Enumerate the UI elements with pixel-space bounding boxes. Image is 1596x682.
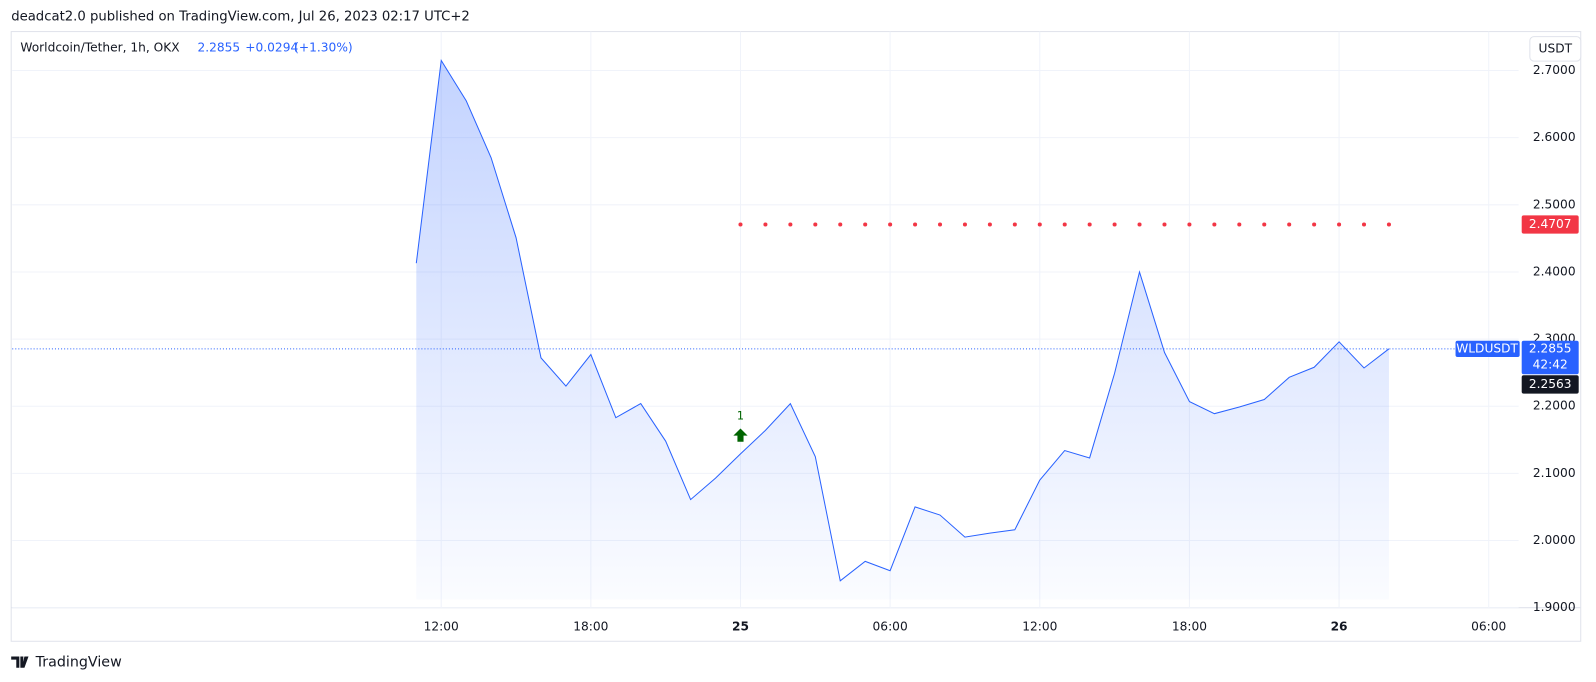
x-tick-label: 12:00 [1022, 620, 1057, 634]
footer-brand: TradingView [35, 655, 122, 671]
level-dot [987, 222, 992, 227]
level-dot [1112, 222, 1117, 227]
x-tick-label: 06:00 [873, 620, 908, 634]
level-dot [813, 222, 818, 227]
footer-logo: TradingView [11, 655, 122, 671]
signal-label: 1 [737, 409, 744, 422]
level-dot [1087, 222, 1092, 227]
level-tag [1521, 215, 1579, 234]
level-dot [1262, 222, 1267, 227]
price-tag [1521, 340, 1579, 375]
level-dot [1386, 222, 1391, 227]
publish-header: deadcat2.0 published on TradingView.com,… [11, 9, 470, 24]
level-tag-label: 2.4707 [1529, 217, 1572, 231]
x-tick-label: 25 [732, 620, 749, 634]
y-tick-label: 2.6000 [1533, 130, 1576, 144]
x-tick-label: 18:00 [573, 620, 608, 634]
level-dot [738, 222, 743, 227]
level-dot [763, 222, 768, 227]
level-dot [1012, 222, 1017, 227]
legend-price: 2.2855 [197, 40, 240, 54]
level-dot [937, 222, 943, 227]
other-price-label: 2.2563 [1529, 377, 1572, 391]
level-dot [863, 222, 868, 227]
level-dot [788, 222, 793, 227]
level-dot [1337, 222, 1342, 227]
area-fill [416, 60, 1389, 600]
level-dot [1287, 222, 1292, 227]
level-dot [1312, 222, 1317, 227]
level-dot [888, 222, 893, 227]
y-tick-label: 1.9000 [1533, 600, 1576, 614]
level-dot [1062, 222, 1067, 227]
level-dot [1162, 222, 1167, 227]
level-dot [1361, 222, 1367, 227]
x-tick-label: 18:00 [1172, 620, 1207, 634]
level-dot [1212, 222, 1217, 227]
logo-icon [11, 656, 29, 668]
countdown-label: 42:42 [1533, 358, 1568, 372]
currency-button[interactable] [1529, 36, 1582, 62]
level-dot [1187, 222, 1192, 227]
level-dot [838, 222, 843, 227]
y-tick-label: 2.5000 [1533, 197, 1576, 211]
symbol-tag-label: WLDUSDT [1456, 341, 1518, 355]
symbol-tag [1455, 340, 1520, 357]
y-tick-label: 2.7000 [1533, 63, 1576, 77]
legend-change: +0.0294 [245, 40, 298, 54]
y-tick-label: 2.0000 [1533, 533, 1576, 547]
level-dot [1237, 222, 1242, 227]
currency-button-label[interactable]: USDT [1539, 41, 1573, 55]
x-tick-label: 06:00 [1471, 620, 1506, 634]
other-price-tag [1521, 375, 1579, 394]
legend-change-percent: (+1.30%) [294, 40, 353, 54]
legend: Worldcoin/Tether, 1h, OKX 2.2855 +0.0294… [20, 40, 352, 54]
x-tick-label: 26 [1331, 620, 1348, 634]
level-dot [1037, 222, 1042, 227]
level-dot [962, 222, 967, 227]
chart-frame [10, 31, 1582, 642]
x-tick-label: 12:00 [424, 620, 459, 634]
price-line [415, 58, 1390, 582]
legend-symbol: Worldcoin/Tether, 1h, OKX [20, 40, 179, 54]
price-tag-label: 2.2855 [1529, 341, 1572, 355]
level-dot [913, 222, 918, 227]
y-tick-label: 2.2000 [1533, 399, 1576, 413]
y-tick-label: 2.4000 [1533, 264, 1576, 278]
y-tick-label: 2.1000 [1533, 466, 1576, 480]
level-dot [1137, 222, 1142, 227]
buy-signal-arrow [733, 428, 748, 442]
